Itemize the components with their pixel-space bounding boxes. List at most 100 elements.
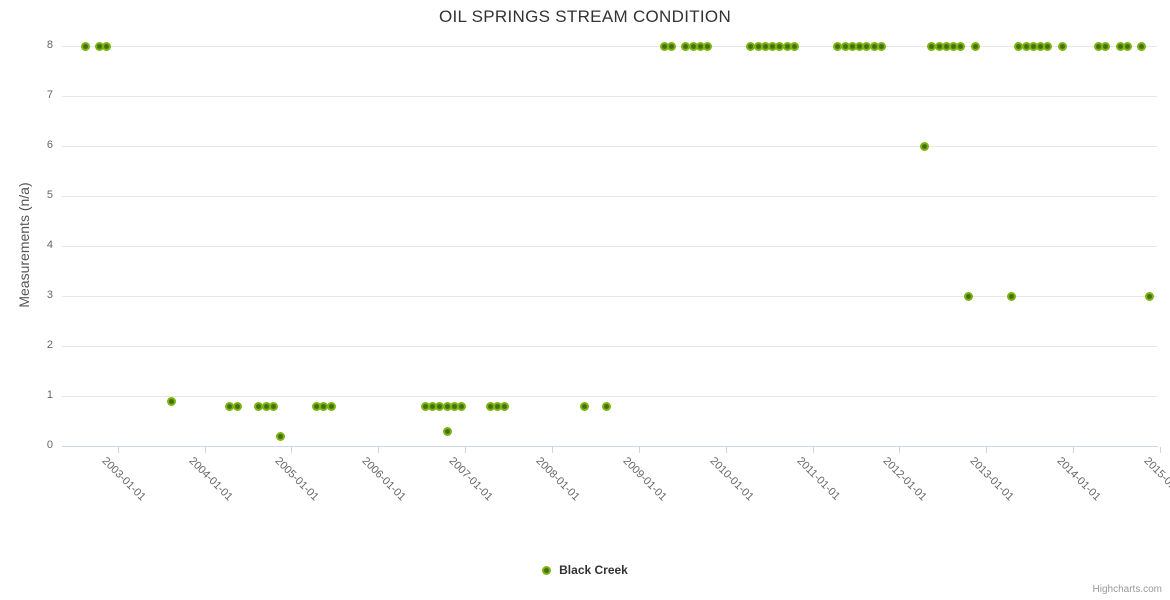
x-axis-tick-label: 2009-01-01 <box>620 455 669 504</box>
data-point[interactable] <box>746 41 756 51</box>
data-point[interactable] <box>760 41 770 51</box>
data-point[interactable] <box>703 41 713 51</box>
y-gridline <box>62 246 1157 247</box>
data-point[interactable] <box>949 41 959 51</box>
x-axis-tick <box>204 447 206 453</box>
data-point[interactable] <box>855 41 865 51</box>
x-axis-tick <box>1073 447 1075 453</box>
data-point[interactable] <box>580 401 590 411</box>
data-point[interactable] <box>1093 41 1103 51</box>
data-point[interactable] <box>941 41 951 51</box>
data-point[interactable] <box>326 401 336 411</box>
y-gridline <box>62 346 1157 347</box>
y-axis-tick-label: 6 <box>46 139 53 151</box>
data-point[interactable] <box>435 401 445 411</box>
data-point[interactable] <box>1007 291 1017 301</box>
x-axis-tick-label: 2008-01-01 <box>533 455 582 504</box>
data-point[interactable] <box>268 401 278 411</box>
highcharts-credits-link[interactable]: Highcharts.com <box>1092 584 1162 595</box>
legend-item-black-creek[interactable]: Black Creek <box>0 563 1170 577</box>
data-point[interactable] <box>102 41 112 51</box>
y-gridline <box>62 296 1157 297</box>
data-point[interactable] <box>442 426 452 436</box>
data-point[interactable] <box>782 41 792 51</box>
data-point[interactable] <box>840 41 850 51</box>
data-point[interactable] <box>688 41 698 51</box>
data-point[interactable] <box>493 401 503 411</box>
data-point[interactable] <box>695 41 705 51</box>
data-point[interactable] <box>1122 41 1132 51</box>
data-point[interactable] <box>869 41 879 51</box>
y-axis-tick-label: 3 <box>46 289 53 301</box>
data-point[interactable] <box>1028 41 1038 51</box>
data-point[interactable] <box>1144 291 1154 301</box>
data-point[interactable] <box>456 401 466 411</box>
data-point[interactable] <box>789 41 799 51</box>
data-point[interactable] <box>276 431 286 441</box>
data-point[interactable] <box>659 41 669 51</box>
data-point[interactable] <box>420 401 430 411</box>
x-axis-line <box>62 446 1158 447</box>
data-point[interactable] <box>1137 41 1147 51</box>
chart-title: OIL SPRINGS STREAM CONDITION <box>438 7 732 26</box>
x-axis-tick <box>899 447 901 453</box>
data-point[interactable] <box>428 401 438 411</box>
data-point[interactable] <box>232 401 242 411</box>
x-axis-tick <box>812 447 814 453</box>
y-axis-tick-label: 2 <box>46 339 53 351</box>
data-point[interactable] <box>167 396 177 406</box>
data-point[interactable] <box>1115 41 1125 51</box>
x-axis-tick-label: 2003-01-01 <box>99 455 148 504</box>
data-point[interactable] <box>449 401 459 411</box>
data-point[interactable] <box>95 41 105 51</box>
x-axis-tick-label: 2011-01-01 <box>794 455 842 503</box>
x-axis-tick <box>638 447 640 453</box>
x-axis-tick-label: 2012-01-01 <box>880 455 930 504</box>
data-point[interactable] <box>1014 41 1024 51</box>
data-point[interactable] <box>601 401 611 411</box>
data-point[interactable] <box>80 41 90 51</box>
legend-marker-icon <box>542 565 552 575</box>
data-point[interactable] <box>225 401 235 411</box>
data-point[interactable] <box>312 401 322 411</box>
data-point[interactable] <box>681 41 691 51</box>
x-axis-tick-label: 2006-01-01 <box>359 455 409 504</box>
data-point[interactable] <box>934 41 944 51</box>
y-axis-tick-label: 5 <box>46 189 53 201</box>
data-point[interactable] <box>833 41 843 51</box>
data-point[interactable] <box>1021 41 1031 51</box>
y-gridline <box>62 46 1157 47</box>
data-point[interactable] <box>847 41 857 51</box>
y-axis-tick-label: 7 <box>46 89 53 101</box>
data-point[interactable] <box>500 401 510 411</box>
data-point[interactable] <box>261 401 271 411</box>
data-point[interactable] <box>862 41 872 51</box>
data-point[interactable] <box>1043 41 1053 51</box>
data-point[interactable] <box>927 41 937 51</box>
data-point[interactable] <box>319 401 329 411</box>
x-axis-tick <box>986 447 988 453</box>
data-point[interactable] <box>1035 41 1045 51</box>
data-point[interactable] <box>753 41 763 51</box>
data-point[interactable] <box>442 401 452 411</box>
data-point[interactable] <box>485 401 495 411</box>
data-point[interactable] <box>956 41 966 51</box>
x-axis-tick <box>1159 447 1161 453</box>
y-axis-tick-label: 8 <box>46 39 53 51</box>
data-point[interactable] <box>1057 41 1067 51</box>
data-point[interactable] <box>254 401 264 411</box>
y-axis-tick-label: 0 <box>46 439 53 451</box>
x-axis-tick-label: 2010-01-01 <box>707 455 756 504</box>
data-point[interactable] <box>920 141 930 151</box>
data-point[interactable] <box>775 41 785 51</box>
y-gridline <box>62 196 1157 197</box>
data-point[interactable] <box>1101 41 1111 51</box>
data-point[interactable] <box>963 291 973 301</box>
data-point[interactable] <box>768 41 778 51</box>
x-axis-tick-label: 2005-01-01 <box>272 455 322 504</box>
data-point[interactable] <box>666 41 676 51</box>
y-axis-tick-label: 4 <box>46 239 53 251</box>
data-point[interactable] <box>876 41 886 51</box>
data-point[interactable] <box>970 41 980 51</box>
